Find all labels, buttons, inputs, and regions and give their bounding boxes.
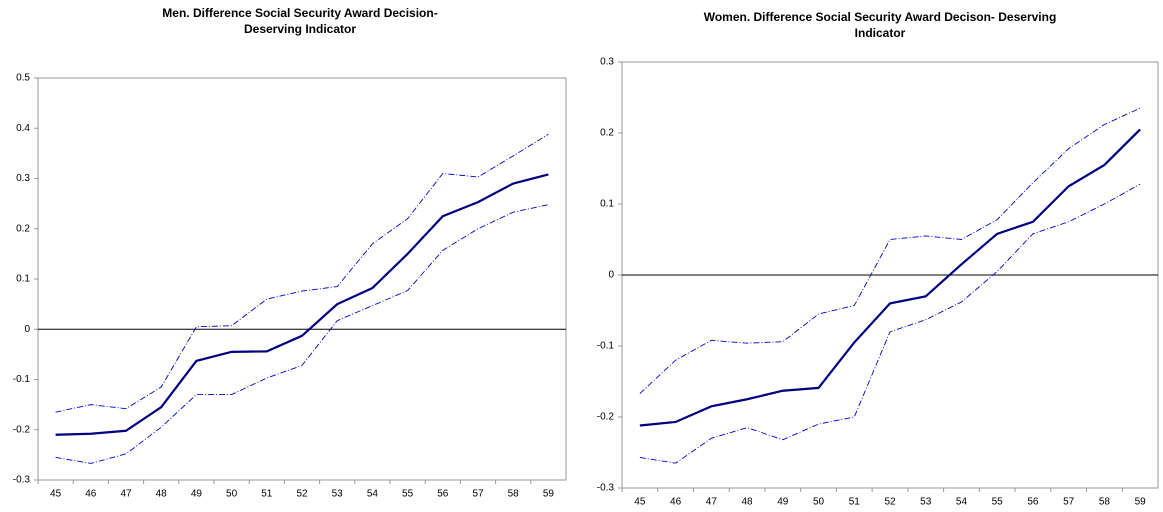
x-tick-label: 57 bbox=[1063, 497, 1075, 508]
x-tick-label: 46 bbox=[85, 489, 97, 500]
x-tick-label: 53 bbox=[920, 497, 932, 508]
series-line bbox=[639, 183, 1141, 464]
x-tick-label: 45 bbox=[50, 489, 62, 500]
x-tick-label: 55 bbox=[402, 489, 414, 500]
chart-title: Men. Difference Social Security Award De… bbox=[162, 6, 437, 20]
series-line bbox=[55, 133, 549, 413]
x-tick-label: 54 bbox=[956, 497, 968, 508]
y-tick-label: 0.2 bbox=[600, 128, 614, 139]
x-tick-label: 48 bbox=[742, 497, 754, 508]
x-tick-label: 54 bbox=[367, 489, 379, 500]
x-tick-label: 46 bbox=[670, 497, 682, 508]
x-tick-label: 57 bbox=[472, 489, 484, 500]
y-tick-label: 0.2 bbox=[16, 223, 30, 234]
y-tick-label: 0.3 bbox=[600, 57, 614, 68]
x-tick-label: 53 bbox=[332, 489, 344, 500]
x-tick-label: 55 bbox=[992, 497, 1004, 508]
y-tick-label: -0.2 bbox=[13, 424, 31, 435]
x-tick-label: 51 bbox=[261, 489, 273, 500]
y-tick-label: 0.5 bbox=[16, 73, 30, 84]
x-tick-label: 49 bbox=[777, 497, 789, 508]
series-line bbox=[639, 128, 1141, 427]
y-tick-label: -0.2 bbox=[597, 412, 615, 423]
y-tick-label: 0 bbox=[608, 270, 614, 281]
y-tick-label: 0 bbox=[24, 324, 30, 335]
x-tick-label: 58 bbox=[1099, 497, 1111, 508]
y-tick-label: 0.1 bbox=[600, 199, 614, 210]
x-tick-label: 47 bbox=[120, 489, 132, 500]
series-line bbox=[55, 173, 549, 436]
x-tick-label: 50 bbox=[226, 489, 238, 500]
y-tick-label: 0.3 bbox=[16, 173, 30, 184]
x-tick-label: 51 bbox=[849, 497, 861, 508]
series-line bbox=[55, 204, 549, 464]
x-tick-label: 59 bbox=[543, 489, 555, 500]
y-tick-label: 0.1 bbox=[16, 274, 30, 285]
x-tick-label: 50 bbox=[813, 497, 825, 508]
plot-area bbox=[37, 77, 567, 481]
x-tick-label: 47 bbox=[706, 497, 718, 508]
y-tick-label: -0.3 bbox=[13, 475, 31, 486]
x-tick-label: 58 bbox=[508, 489, 520, 500]
chart-title: Women. Difference Social Security Award … bbox=[704, 10, 1057, 24]
x-tick-label: 56 bbox=[1027, 497, 1039, 508]
y-tick-label: -0.1 bbox=[597, 341, 615, 352]
y-tick-label: 0.4 bbox=[16, 123, 30, 134]
chart-title: Deserving Indicator bbox=[244, 22, 356, 36]
y-tick-label: -0.3 bbox=[597, 483, 615, 494]
series-line bbox=[639, 107, 1141, 394]
x-tick-label: 56 bbox=[437, 489, 449, 500]
x-tick-label: 52 bbox=[884, 497, 896, 508]
x-tick-label: 45 bbox=[634, 497, 646, 508]
y-tick-label: -0.1 bbox=[13, 374, 31, 385]
chart-title: Indicator bbox=[855, 26, 906, 40]
x-tick-label: 49 bbox=[191, 489, 203, 500]
x-tick-label: 52 bbox=[296, 489, 308, 500]
x-tick-label: 48 bbox=[156, 489, 168, 500]
x-tick-label: 59 bbox=[1135, 497, 1147, 508]
